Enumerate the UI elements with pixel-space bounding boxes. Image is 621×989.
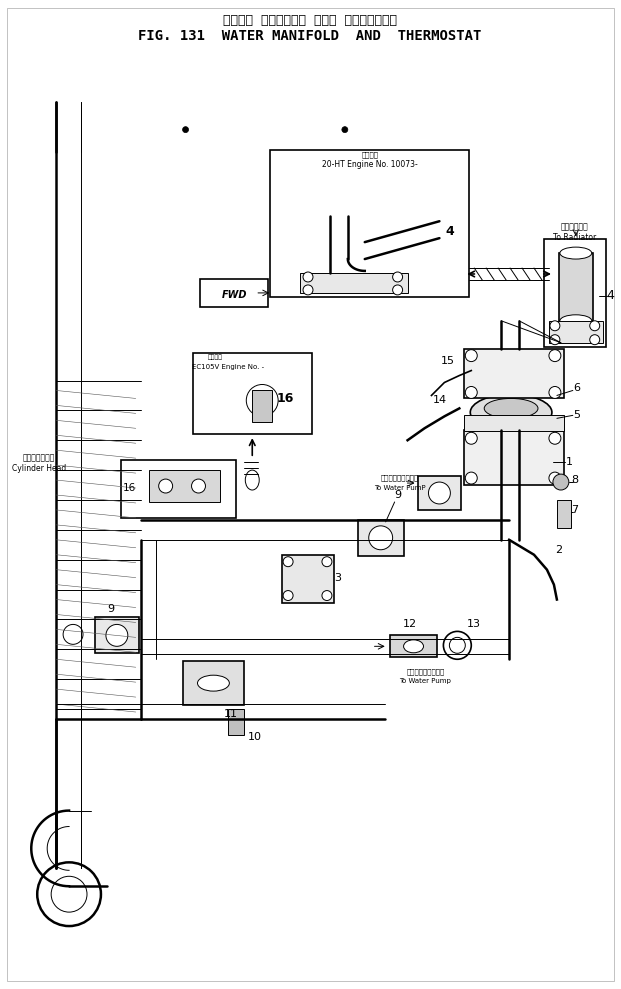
Text: ウォーターポンプへ: ウォーターポンプへ [406,668,445,674]
Text: FIG. 131  WATER MANIFOLD  AND  THERMOSTAT: FIG. 131 WATER MANIFOLD AND THERMOSTAT [138,29,482,44]
Text: ラジエータへ: ラジエータへ [561,223,589,231]
Circle shape [392,285,402,295]
Bar [193,353,312,434]
Ellipse shape [560,247,592,259]
Text: 16: 16 [123,483,136,494]
Text: To Water Pump: To Water Pump [399,678,451,684]
Bar [465,349,564,399]
Text: 7: 7 [571,505,578,515]
Bar [95,617,138,654]
Bar [183,662,244,705]
Text: 適用番号: 適用番号 [361,151,378,158]
Text: ウォータ  マニホールド  および  サーモスタット: ウォータ マニホールド および サーモスタット [223,14,397,27]
Bar [282,555,334,602]
Text: シリンダヘッド: シリンダヘッド [23,454,55,463]
Text: To Radiator: To Radiator [553,232,596,241]
Text: 2: 2 [555,545,563,555]
Ellipse shape [245,470,259,490]
Bar [465,430,564,485]
Circle shape [392,272,402,282]
Text: 5: 5 [573,410,580,420]
Circle shape [549,387,561,399]
Bar [148,470,220,502]
Circle shape [342,127,348,133]
Bar [557,500,571,528]
Bar [358,520,404,556]
Circle shape [590,334,600,345]
Circle shape [63,624,83,644]
Circle shape [590,320,600,330]
Circle shape [549,472,561,484]
Text: 4: 4 [607,290,615,303]
Text: 9: 9 [107,604,114,614]
Text: Cylinder Head: Cylinder Head [12,464,66,473]
Text: 9: 9 [394,490,401,500]
Bar [229,709,244,735]
Circle shape [465,350,478,362]
Bar [417,476,461,510]
Circle shape [191,479,206,493]
Circle shape [465,432,478,444]
Text: 6: 6 [573,384,580,394]
Circle shape [450,637,465,654]
Ellipse shape [197,675,229,691]
Circle shape [37,862,101,926]
Circle shape [106,624,128,647]
Bar [121,460,237,518]
Text: EC105V Engine No. -: EC105V Engine No. - [193,364,265,370]
Bar [389,635,437,658]
Bar [300,273,407,293]
Circle shape [428,482,450,504]
Circle shape [322,557,332,567]
Circle shape [465,472,478,484]
Text: FWD: FWD [222,290,247,300]
Circle shape [247,385,278,416]
Circle shape [549,350,561,362]
Bar [201,279,268,307]
Text: 20-HT Engine No. 10073-: 20-HT Engine No. 10073- [322,160,417,169]
Ellipse shape [470,395,552,430]
Text: 16: 16 [276,392,294,405]
Bar [544,239,605,347]
Text: 13: 13 [467,619,481,629]
Text: 11: 11 [224,709,237,719]
Circle shape [550,320,560,330]
Circle shape [550,334,560,345]
Text: 15: 15 [440,356,455,366]
Text: 1: 1 [565,457,573,467]
Text: ウォーターポンプへ: ウォーターポンプへ [381,475,419,482]
Circle shape [183,127,189,133]
Circle shape [549,432,561,444]
Circle shape [369,526,392,550]
Text: 8: 8 [571,475,578,485]
Circle shape [283,557,293,567]
Circle shape [553,474,569,490]
Bar [252,391,272,422]
Circle shape [51,876,87,912]
Bar [270,149,469,297]
Circle shape [283,590,293,600]
Bar [465,415,564,431]
Circle shape [322,590,332,600]
Circle shape [465,387,478,399]
Bar [559,253,592,320]
Bar [549,320,603,342]
Ellipse shape [404,640,424,653]
Text: To Water PumP: To Water PumP [374,485,425,491]
Circle shape [303,272,313,282]
Text: 14: 14 [432,396,446,405]
Text: 10: 10 [248,732,262,742]
Circle shape [443,631,471,660]
Ellipse shape [560,315,592,326]
Text: 3: 3 [334,573,342,583]
Text: 12: 12 [402,619,417,629]
Circle shape [303,285,313,295]
Ellipse shape [484,399,538,418]
Text: 4: 4 [445,225,454,237]
Circle shape [159,479,173,493]
Text: 専用番号: 専用番号 [208,355,223,360]
